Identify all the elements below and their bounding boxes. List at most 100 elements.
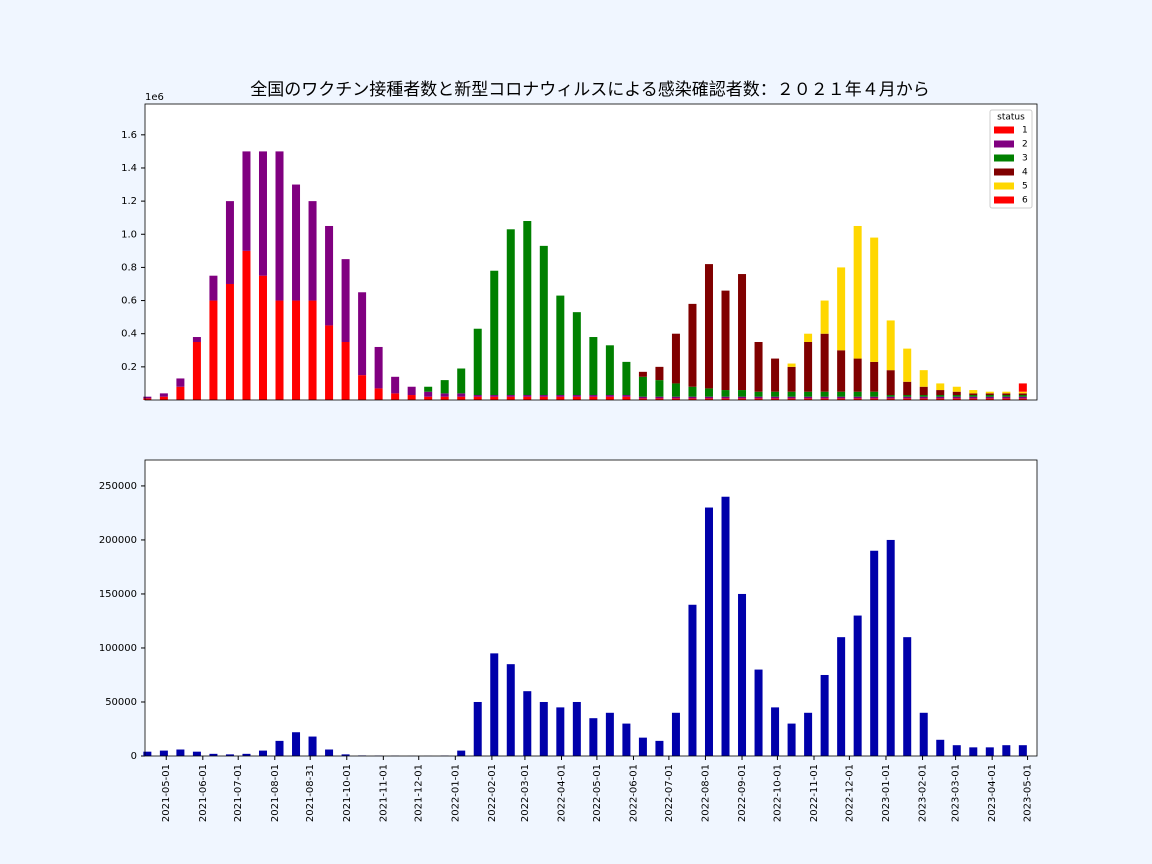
x-tick-label: 2022-02-01 bbox=[487, 764, 498, 822]
bar-segment bbox=[655, 366, 664, 381]
bar-segment bbox=[688, 303, 697, 387]
bar bbox=[837, 637, 846, 756]
bar-segment bbox=[523, 396, 532, 400]
bar-segment bbox=[688, 398, 697, 400]
bar-segment bbox=[870, 398, 879, 400]
bar-segment bbox=[804, 333, 813, 342]
bar-segment bbox=[771, 391, 780, 397]
bar-segment bbox=[275, 300, 284, 400]
bar-segment bbox=[655, 396, 664, 399]
bar-segment bbox=[1018, 395, 1027, 397]
bar-segment bbox=[903, 348, 912, 382]
bar-segment bbox=[655, 398, 664, 400]
bar-segment bbox=[556, 395, 565, 397]
bar-segment bbox=[424, 391, 433, 397]
legend-swatch bbox=[994, 168, 1014, 176]
bar-segment bbox=[903, 395, 912, 397]
bar bbox=[704, 507, 713, 756]
bar-segment bbox=[589, 337, 598, 396]
bar-segment bbox=[936, 398, 945, 400]
bar-segment bbox=[952, 398, 961, 400]
y-tick-label: 1.4 bbox=[121, 163, 137, 174]
bar-segment bbox=[721, 290, 730, 391]
bar-segment bbox=[804, 391, 813, 397]
bar-segment bbox=[853, 398, 862, 400]
bar-segment bbox=[688, 386, 697, 397]
x-tick-label: 2021-07-01 bbox=[233, 764, 244, 822]
bar-segment bbox=[473, 396, 482, 400]
bar-segment bbox=[159, 396, 168, 400]
bar-segment bbox=[556, 396, 565, 400]
bar-segment bbox=[176, 386, 185, 400]
bar-segment bbox=[1002, 393, 1011, 396]
bar bbox=[1002, 745, 1011, 756]
bar-segment bbox=[358, 292, 367, 376]
bar-segment bbox=[787, 366, 796, 392]
bar-segment bbox=[820, 300, 829, 334]
y-tick-label: 1.2 bbox=[121, 196, 137, 207]
bar-segment bbox=[721, 390, 730, 397]
legend-label: 5 bbox=[1022, 182, 1028, 192]
bar-segment bbox=[638, 371, 647, 377]
bar-segment bbox=[572, 396, 581, 400]
bar-segment bbox=[407, 386, 416, 396]
bar bbox=[325, 749, 334, 756]
bar-segment bbox=[506, 396, 515, 400]
legend-swatch bbox=[994, 182, 1014, 190]
bar-segment bbox=[1018, 396, 1027, 399]
bar bbox=[919, 712, 928, 756]
bar-segment bbox=[853, 396, 862, 399]
bar-segment bbox=[622, 361, 631, 396]
bar-segment bbox=[853, 358, 862, 392]
bar bbox=[820, 674, 829, 756]
bar-segment bbox=[837, 267, 846, 351]
bar-segment bbox=[754, 398, 763, 400]
bar bbox=[952, 745, 961, 756]
bar-segment bbox=[391, 393, 400, 400]
plot-frame bbox=[144, 459, 1038, 757]
bar-segment bbox=[589, 395, 598, 397]
bar-segment bbox=[1002, 395, 1011, 397]
x-tick-label: 2021-10-01 bbox=[342, 764, 353, 822]
bar-segment bbox=[1002, 398, 1011, 400]
bar-segment bbox=[358, 375, 367, 400]
bar-segment bbox=[969, 398, 978, 400]
bar-segment bbox=[440, 396, 449, 400]
bar-segment bbox=[457, 368, 466, 394]
bar-segment bbox=[969, 393, 978, 396]
bar-segment bbox=[919, 370, 928, 387]
bar-segment bbox=[589, 396, 598, 400]
legend-label: 2 bbox=[1022, 140, 1028, 150]
bar-segment bbox=[473, 328, 482, 396]
bar-segment bbox=[159, 393, 168, 397]
x-tick-label: 2021-08-01 bbox=[270, 764, 281, 822]
bar bbox=[853, 615, 862, 756]
bar-segment bbox=[341, 341, 350, 400]
x-tick-label: 2023-02-01 bbox=[918, 764, 929, 822]
bar-segment bbox=[837, 391, 846, 397]
bar-segment bbox=[853, 225, 862, 359]
legend-label: 4 bbox=[1022, 168, 1028, 178]
bar-segment bbox=[622, 395, 631, 397]
bar-segment bbox=[225, 283, 234, 400]
x-tick-label: 2021-05-01 bbox=[161, 764, 172, 822]
bar-segment bbox=[490, 270, 499, 396]
bar-segment bbox=[804, 398, 813, 400]
bar bbox=[143, 751, 152, 756]
bar-segment bbox=[754, 396, 763, 399]
bar-segment bbox=[622, 396, 631, 400]
x-tick-label: 2023-05-01 bbox=[1023, 764, 1034, 822]
plot-area bbox=[145, 460, 1037, 756]
bar-segment bbox=[952, 391, 961, 396]
bar-segment bbox=[572, 312, 581, 396]
bar-segment bbox=[787, 391, 796, 397]
bar-segment bbox=[1002, 391, 1011, 394]
x-tick-label: 2022-09-01 bbox=[737, 764, 748, 822]
x-tick-label: 2022-03-01 bbox=[520, 764, 531, 822]
x-tick-label: 2021-12-01 bbox=[414, 764, 425, 822]
bar bbox=[903, 637, 912, 756]
bar-segment bbox=[671, 398, 680, 400]
bar bbox=[341, 754, 350, 756]
bar-segment bbox=[820, 333, 829, 392]
